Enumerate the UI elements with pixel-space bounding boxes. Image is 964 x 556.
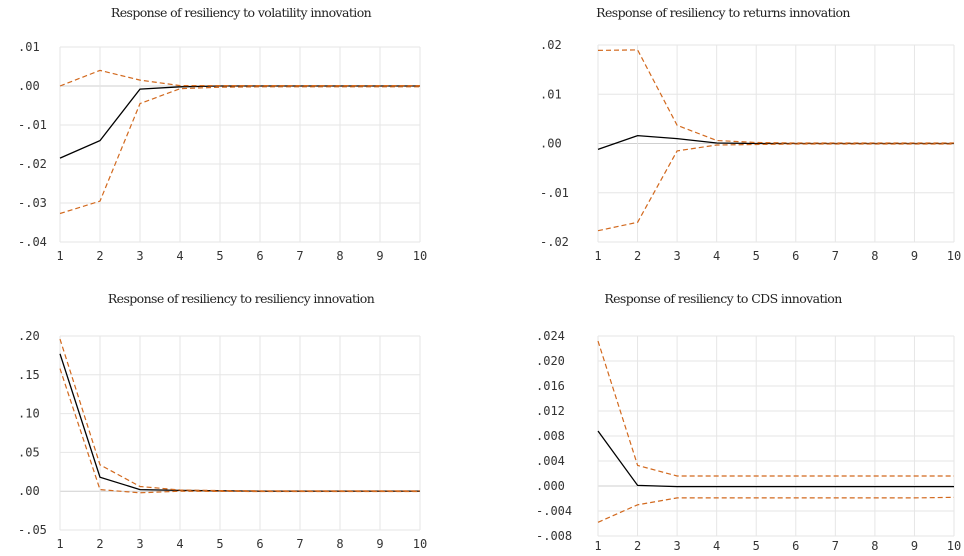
y-tick-label: .15 [18, 368, 40, 382]
irf-chart-svg: Response of resiliency to volatility inn… [18, 5, 427, 263]
x-tick-label: 1 [56, 537, 63, 551]
y-tick-label: .10 [18, 407, 40, 421]
x-tick-label: 8 [336, 249, 343, 263]
x-tick-label: 6 [256, 537, 263, 551]
lower-confidence-band [597, 143, 954, 232]
x-tick-label: 9 [911, 539, 918, 553]
y-tick-label: .00 [18, 484, 40, 498]
x-tick-label: 8 [871, 539, 878, 553]
y-tick-label: .000 [536, 479, 565, 493]
y-tick-label: .02 [540, 38, 562, 52]
x-tick-label: 10 [947, 539, 961, 553]
x-tick-label: 2 [96, 249, 103, 263]
chart-title: Response of resiliency to volatility inn… [111, 5, 372, 20]
x-tick-label: 5 [216, 249, 223, 263]
y-tick-label: -.03 [18, 196, 47, 210]
y-tick-label: -.04 [18, 235, 47, 249]
y-tick-label: .05 [18, 445, 40, 459]
x-tick-label: 4 [713, 539, 720, 553]
x-tick-label: 9 [376, 537, 383, 551]
x-tick-label: 7 [832, 539, 839, 553]
x-tick-label: 8 [336, 537, 343, 551]
irf-chart-svg: Response of resiliency to returns innova… [540, 5, 961, 263]
y-tick-label: .20 [18, 329, 40, 343]
lower-confidence-band [59, 86, 420, 215]
y-tick-label: .01 [18, 40, 40, 54]
x-tick-label: 7 [296, 249, 303, 263]
x-tick-label: 10 [947, 249, 961, 263]
x-tick-label: 6 [256, 249, 263, 263]
x-tick-label: 1 [594, 539, 601, 553]
x-tick-label: 3 [136, 537, 143, 551]
x-tick-label: 7 [296, 537, 303, 551]
irf-panel-cds: Response of resiliency to CDS innovation… [482, 278, 964, 556]
x-tick-label: 4 [713, 249, 720, 263]
y-tick-label: .00 [18, 79, 40, 93]
lower-confidence-band [59, 368, 420, 494]
y-tick-label: .024 [536, 329, 565, 343]
x-tick-label: 4 [176, 537, 183, 551]
irf-panel-returns: Response of resiliency to returns innova… [482, 0, 964, 278]
y-tick-label: .004 [536, 454, 565, 468]
y-tick-label: .01 [540, 87, 562, 101]
x-tick-label: 3 [673, 249, 680, 263]
y-tick-label: -.02 [540, 235, 569, 249]
y-tick-label: -.01 [540, 186, 569, 200]
x-tick-label: 6 [792, 249, 799, 263]
upper-confidence-band [59, 338, 420, 492]
x-tick-label: 2 [96, 537, 103, 551]
x-tick-label: 1 [594, 249, 601, 263]
x-tick-label: 5 [753, 539, 760, 553]
x-tick-label: 9 [911, 249, 918, 263]
y-tick-label: -.01 [18, 118, 47, 132]
x-tick-label: 8 [871, 249, 878, 263]
y-tick-label: .012 [536, 404, 565, 418]
upper-confidence-band [597, 49, 954, 144]
impulse-response-line [59, 85, 420, 159]
x-tick-label: 1 [56, 249, 63, 263]
upper-confidence-band [59, 69, 420, 87]
irf-chart-svg: Response of resiliency to CDS innovation… [536, 291, 961, 553]
x-tick-label: 6 [792, 539, 799, 553]
x-tick-label: 2 [634, 249, 641, 263]
lower-confidence-band [597, 496, 955, 523]
x-tick-label: 4 [176, 249, 183, 263]
y-tick-label: -.008 [536, 529, 572, 543]
x-tick-label: 10 [413, 537, 427, 551]
chart-title: Response of resiliency to returns innova… [596, 5, 850, 20]
x-tick-label: 10 [413, 249, 427, 263]
x-tick-label: 7 [832, 249, 839, 263]
x-tick-label: 5 [753, 249, 760, 263]
irf-chart-svg: Response of resiliency to resiliency inn… [18, 291, 427, 551]
upper-confidence-band [597, 340, 954, 477]
y-tick-label: -.05 [18, 523, 47, 537]
irf-panel-volatility: Response of resiliency to volatility inn… [0, 0, 482, 278]
y-tick-label: .020 [536, 354, 565, 368]
y-tick-label: -.004 [536, 504, 572, 518]
y-tick-label: -.02 [18, 157, 47, 171]
irf-panel-resiliency: Response of resiliency to resiliency inn… [0, 278, 482, 556]
chart-title: Response of resiliency to resiliency inn… [108, 291, 375, 306]
x-tick-label: 3 [673, 539, 680, 553]
x-tick-label: 3 [136, 249, 143, 263]
x-tick-label: 2 [634, 539, 641, 553]
x-tick-label: 5 [216, 537, 223, 551]
x-tick-label: 9 [376, 249, 383, 263]
y-tick-label: .016 [536, 379, 565, 393]
impulse-response-line [597, 430, 954, 488]
y-tick-label: .00 [540, 137, 562, 151]
chart-title: Response of resiliency to CDS innovation [604, 291, 842, 306]
y-tick-label: .008 [536, 429, 565, 443]
